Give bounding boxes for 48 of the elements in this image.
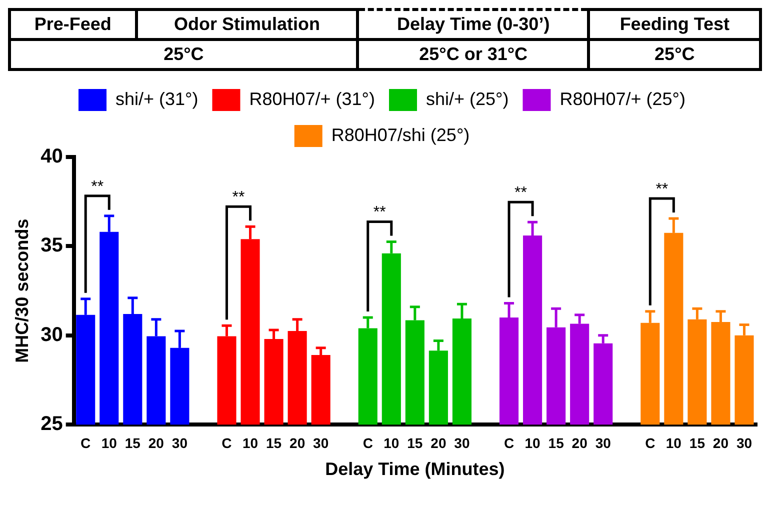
x-tick-label: 20 (712, 434, 729, 451)
legend-label: shi/+ (25°) (426, 88, 509, 109)
x-tick-label: 10 (242, 434, 258, 451)
x-tick-label: 20 (148, 434, 164, 451)
y-tick-label: 40 (40, 146, 63, 168)
y-axis-title: MHC/30 seconds (12, 218, 32, 363)
text: 25°C (10, 40, 358, 70)
x-axis-title: Delay Time (Minutes) (325, 459, 505, 480)
x-tick-label: C (222, 434, 232, 451)
text: 25°C (588, 40, 760, 70)
text: 25°C or 31°C (358, 40, 589, 70)
x-tick-label: 10 (666, 434, 682, 451)
x-tick-label: 30 (172, 434, 188, 451)
legend-label: R80H07/+ (25°) (560, 88, 686, 109)
annotation: ** (656, 180, 668, 198)
text: Odor Stimulation (136, 10, 358, 40)
x-tick-label: 10 (524, 434, 541, 451)
annotation: ** (232, 188, 245, 206)
legend-label: R80H07/shi (25°) (331, 124, 470, 145)
annotation: ** (373, 204, 386, 222)
x-tick-label: 30 (313, 434, 329, 451)
x-tick-label: 15 (266, 434, 282, 451)
x-tick-label: C (362, 434, 373, 451)
x-tick-label: 30 (454, 434, 470, 451)
legend-label: shi/+ (31°) (116, 88, 198, 109)
x-tick-label: 20 (572, 434, 588, 451)
x-tick-label: C (504, 434, 514, 451)
x-tick-label: C (80, 434, 91, 451)
x-tick-label: 15 (407, 434, 423, 451)
y-tick-label: 25 (40, 413, 63, 436)
text: Pre-Feed (10, 10, 136, 40)
x-tick-label: C (645, 434, 656, 451)
text: Feeding Test (588, 10, 760, 40)
x-tick-label: 10 (101, 434, 118, 451)
text: Delay Time (0-30’) (358, 10, 589, 40)
annotation: ** (91, 178, 104, 196)
x-tick-label: 15 (548, 434, 564, 451)
y-tick-label: 35 (40, 234, 63, 257)
x-tick-label: 10 (384, 434, 400, 451)
annotation: ** (514, 184, 527, 202)
x-tick-label: 20 (430, 434, 446, 451)
x-tick-label: 30 (736, 434, 752, 451)
y-tick-label: 30 (40, 324, 63, 346)
legend-label: R80H07/+ (31°) (249, 88, 376, 109)
x-tick-label: 30 (595, 434, 612, 451)
x-tick-label: 20 (290, 434, 306, 451)
x-tick-label: 15 (689, 434, 706, 451)
x-tick-label: 15 (124, 434, 141, 451)
